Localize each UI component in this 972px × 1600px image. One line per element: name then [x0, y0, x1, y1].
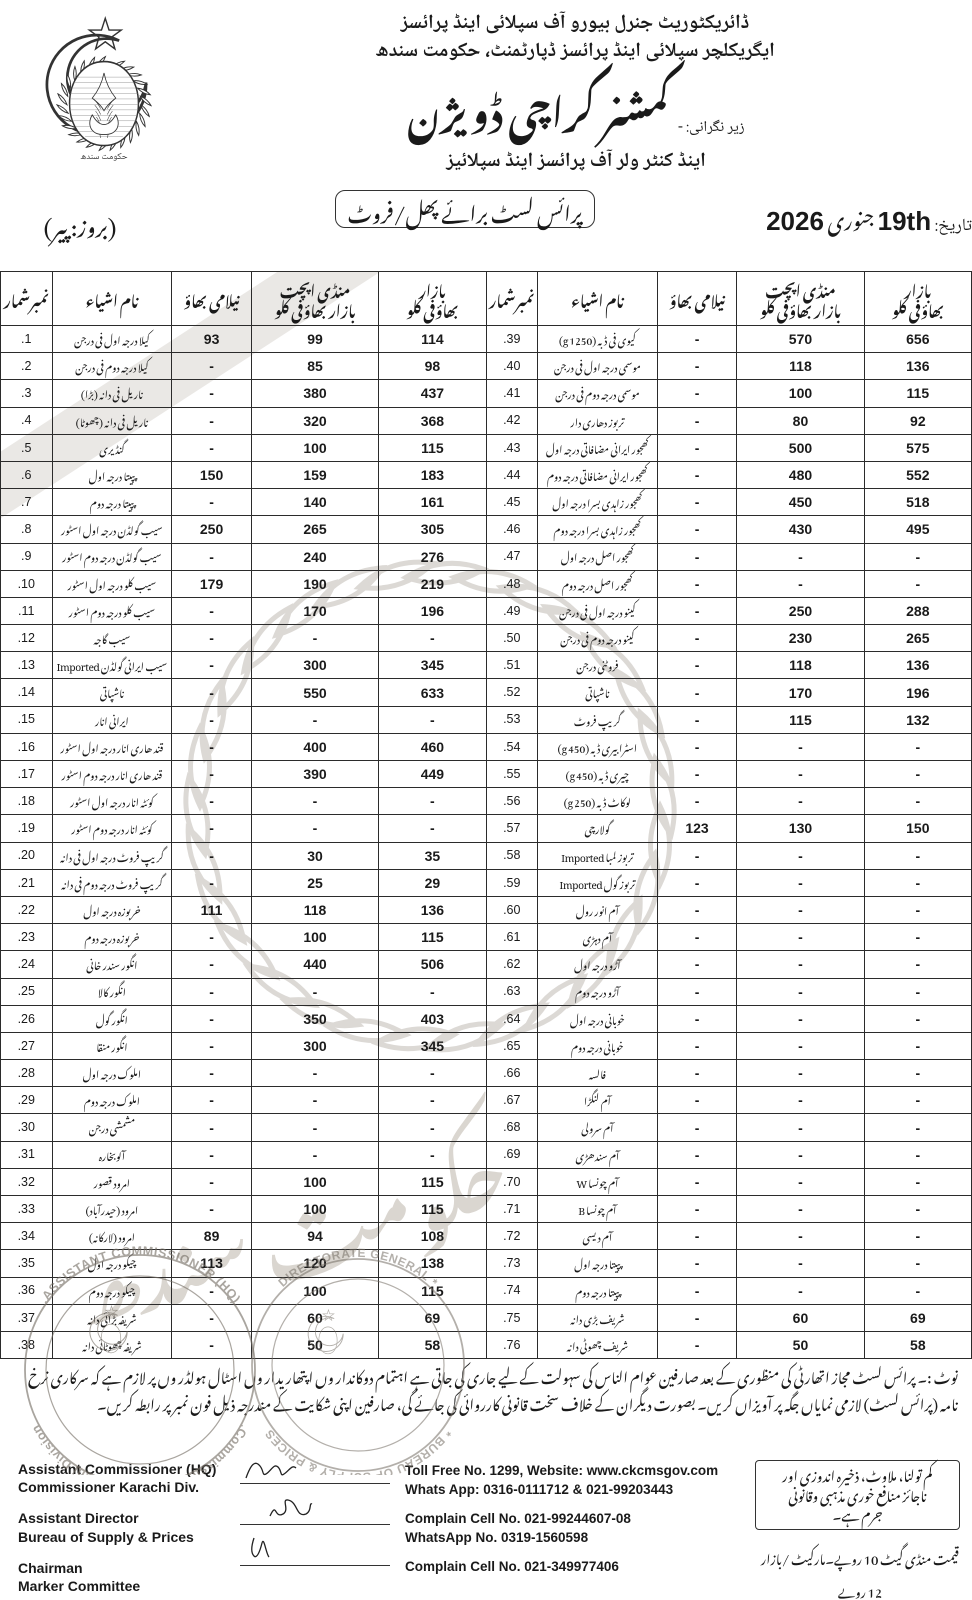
svg-text:حکومت سندھ: حکومت سندھ: [80, 149, 127, 165]
